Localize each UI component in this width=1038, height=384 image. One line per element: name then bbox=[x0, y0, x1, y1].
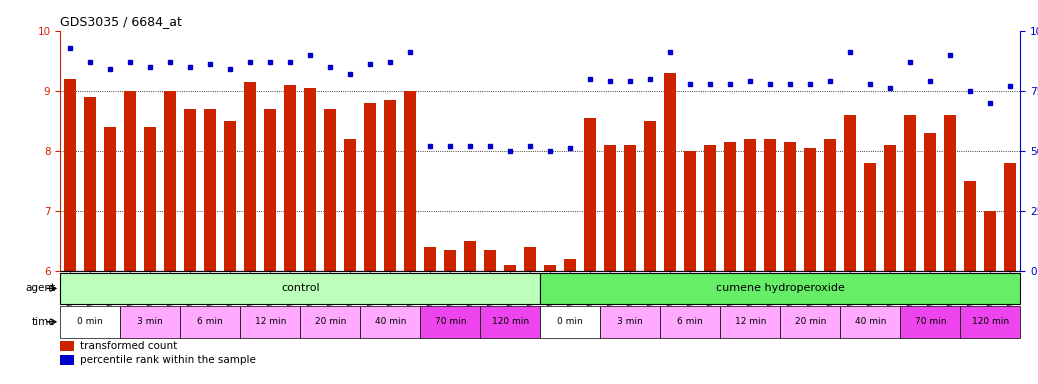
Bar bbox=[900, 306, 960, 338]
Text: 120 min: 120 min bbox=[972, 317, 1009, 326]
Bar bbox=[64, 79, 76, 271]
Bar bbox=[60, 273, 541, 304]
Bar bbox=[304, 88, 317, 271]
Text: 40 min: 40 min bbox=[375, 317, 406, 326]
Bar bbox=[960, 306, 1020, 338]
Text: 6 min: 6 min bbox=[678, 317, 703, 326]
Bar bbox=[984, 211, 996, 271]
Bar bbox=[364, 103, 376, 271]
Bar bbox=[485, 250, 496, 271]
Bar bbox=[964, 181, 977, 271]
Bar bbox=[565, 259, 576, 271]
Text: control: control bbox=[281, 283, 320, 293]
Text: 6 min: 6 min bbox=[197, 317, 223, 326]
Bar bbox=[60, 341, 74, 351]
Bar bbox=[384, 100, 397, 271]
Bar bbox=[604, 145, 617, 271]
Bar bbox=[481, 306, 541, 338]
Bar bbox=[684, 151, 696, 271]
Bar bbox=[764, 139, 776, 271]
Bar bbox=[904, 115, 917, 271]
Bar bbox=[720, 306, 781, 338]
Text: 3 min: 3 min bbox=[618, 317, 644, 326]
Bar bbox=[324, 109, 336, 271]
Text: transformed count: transformed count bbox=[80, 341, 177, 351]
Bar bbox=[181, 306, 240, 338]
Bar bbox=[420, 306, 481, 338]
Bar bbox=[504, 265, 516, 271]
Bar bbox=[125, 91, 136, 271]
Bar bbox=[841, 306, 900, 338]
Bar bbox=[705, 145, 716, 271]
Text: 120 min: 120 min bbox=[492, 317, 528, 326]
Bar bbox=[345, 139, 356, 271]
Bar bbox=[144, 127, 156, 271]
Bar bbox=[865, 163, 876, 271]
Bar bbox=[884, 145, 897, 271]
Text: 70 min: 70 min bbox=[435, 317, 466, 326]
Bar bbox=[265, 109, 276, 271]
Bar bbox=[744, 139, 757, 271]
Text: 0 min: 0 min bbox=[557, 317, 583, 326]
Text: time: time bbox=[31, 317, 55, 327]
Bar bbox=[645, 121, 656, 271]
Text: 40 min: 40 min bbox=[854, 317, 886, 326]
Bar bbox=[945, 115, 956, 271]
Bar bbox=[240, 306, 300, 338]
Text: 70 min: 70 min bbox=[914, 317, 946, 326]
Text: percentile rank within the sample: percentile rank within the sample bbox=[80, 355, 256, 365]
Text: 20 min: 20 min bbox=[315, 317, 346, 326]
Bar bbox=[284, 85, 296, 271]
Bar bbox=[1005, 163, 1016, 271]
Bar bbox=[824, 139, 837, 271]
Bar bbox=[541, 306, 600, 338]
Bar bbox=[781, 306, 841, 338]
Bar bbox=[725, 142, 736, 271]
Bar bbox=[660, 306, 720, 338]
Bar bbox=[164, 91, 176, 271]
Bar bbox=[184, 109, 196, 271]
Text: 0 min: 0 min bbox=[78, 317, 103, 326]
Bar bbox=[244, 82, 256, 271]
Bar bbox=[664, 73, 677, 271]
Text: 12 min: 12 min bbox=[735, 317, 766, 326]
Text: 20 min: 20 min bbox=[795, 317, 826, 326]
Bar bbox=[444, 250, 457, 271]
Bar bbox=[300, 306, 360, 338]
Bar bbox=[204, 109, 216, 271]
Bar bbox=[464, 241, 476, 271]
Bar bbox=[224, 121, 237, 271]
Bar bbox=[600, 306, 660, 338]
Text: 12 min: 12 min bbox=[254, 317, 285, 326]
Text: GDS3035 / 6684_at: GDS3035 / 6684_at bbox=[60, 15, 182, 28]
Text: 3 min: 3 min bbox=[137, 317, 163, 326]
Bar bbox=[524, 247, 537, 271]
Bar bbox=[60, 355, 74, 365]
Bar bbox=[785, 142, 796, 271]
Bar bbox=[925, 133, 936, 271]
Bar bbox=[844, 115, 856, 271]
Bar bbox=[541, 273, 1020, 304]
Bar bbox=[104, 127, 116, 271]
Bar bbox=[624, 145, 636, 271]
Bar bbox=[60, 306, 120, 338]
Bar bbox=[84, 97, 97, 271]
Bar bbox=[404, 91, 416, 271]
Bar bbox=[584, 118, 596, 271]
Bar bbox=[544, 265, 556, 271]
Bar bbox=[804, 148, 816, 271]
Text: agent: agent bbox=[25, 283, 55, 293]
Text: cumene hydroperoxide: cumene hydroperoxide bbox=[716, 283, 845, 293]
Bar bbox=[360, 306, 420, 338]
Bar bbox=[120, 306, 181, 338]
Bar bbox=[425, 247, 436, 271]
